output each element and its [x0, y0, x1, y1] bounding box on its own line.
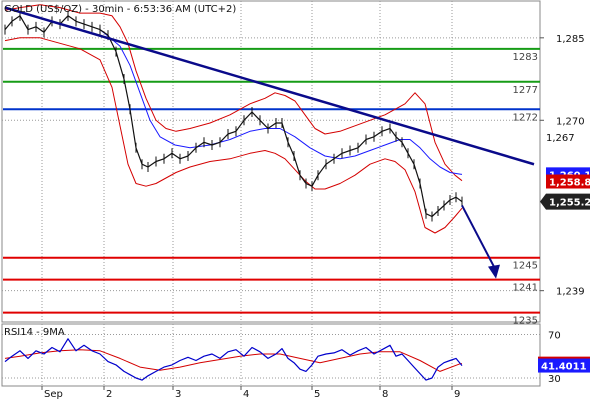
price-label-box-red: [546, 174, 590, 189]
x-tick-label: 8: [382, 389, 388, 400]
price-line: [4, 15, 463, 218]
bollinger-lower-line: [4, 37, 463, 234]
price-panel-frame: [1, 0, 541, 323]
y-tick-label: 1,270: [556, 116, 585, 127]
bollinger-upper-line: [4, 4, 463, 182]
y-tick-label-partial: 1,267: [546, 133, 575, 144]
rsi-ma-line: [4, 349, 463, 372]
rsi-series: [4, 338, 463, 381]
current-price-marker: [540, 193, 590, 210]
moving-average-line: [99, 29, 463, 175]
rsi-y-tick-label: 30: [548, 374, 561, 385]
x-tick-label: 3: [175, 389, 181, 400]
chart-title: GOLD (US$/OZ) - 30min - 6:53:36 AM (UTC+…: [4, 4, 236, 15]
projection-arrow-shaft: [461, 205, 497, 272]
rsi-label-box-blue: [538, 358, 590, 373]
rsi-panel-frame: [1, 323, 541, 387]
y-tick-label: 1,285: [556, 34, 585, 45]
level-label-1272: 1272: [513, 112, 538, 123]
x-tick-label: 2: [106, 389, 112, 400]
axes: Sep2345891,2851,2701,23970301,260.161,25…: [41, 34, 590, 400]
level-label-1283: 1283: [513, 52, 538, 63]
x-tick-label: 5: [314, 389, 320, 400]
level-label-1245: 1245: [513, 261, 538, 272]
x-tick-label: Sep: [44, 389, 63, 400]
rsi-label-blue: 41.4011: [541, 362, 587, 373]
x-tick-label: 4: [243, 389, 249, 400]
price-label-red: 1,258.86: [549, 178, 590, 189]
projection-arrow-head: [488, 264, 500, 279]
rsi-panel: [1, 323, 541, 387]
trendline: [4, 6, 535, 166]
rsi-y-tick-label: 70: [548, 330, 561, 341]
x-tick-label: 9: [454, 389, 460, 400]
price-label-current: 1,255.2: [549, 198, 590, 209]
y-tick-label: 1,239: [556, 287, 585, 298]
price-panel: [1, 0, 541, 323]
overlay-annotations: [4, 6, 535, 279]
rsi-title: RSI14 - 9MA: [4, 327, 65, 338]
level-label-1241: 1241: [513, 283, 538, 294]
rsi-line: [4, 338, 463, 381]
grid: [2, 1, 540, 386]
level-label-1235: 1235: [513, 316, 538, 327]
level-label-1277: 1277: [513, 85, 538, 96]
horizontal-levels: 1283 1277 1272 1245 1241 1235: [3, 47, 540, 327]
